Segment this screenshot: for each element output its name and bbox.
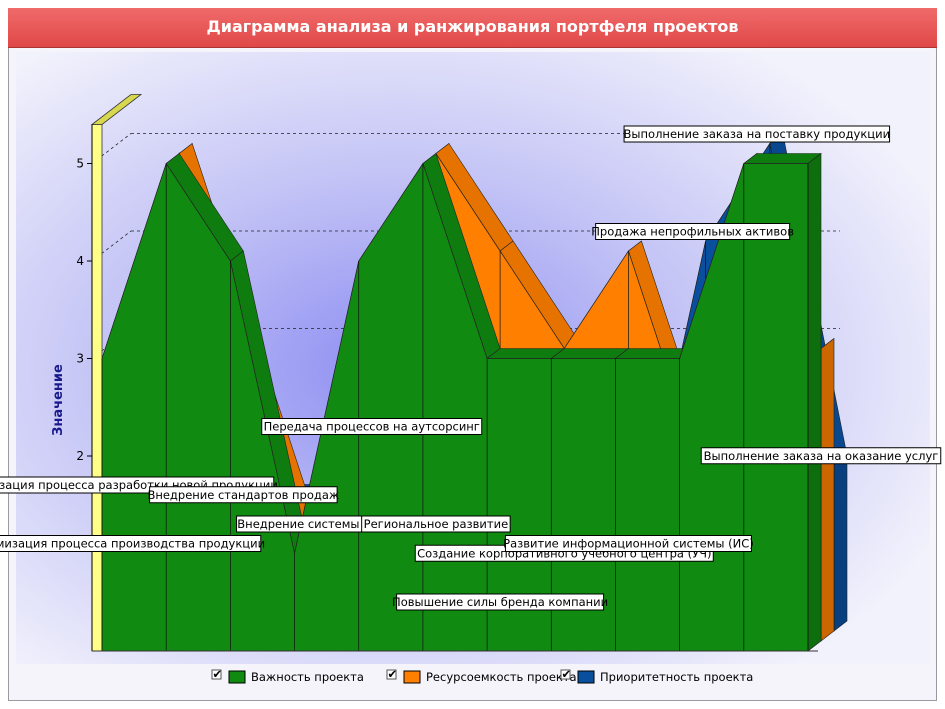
annotation-box <box>504 535 752 552</box>
y-axis: 2 3 4 5 Значение <box>51 157 92 463</box>
legend-checkbox[interactable] <box>386 669 397 680</box>
ribbon-segment <box>742 153 822 164</box>
series-end-cap <box>807 152 822 652</box>
annotation-9: Развитие информационной системы (ИС) <box>503 535 754 552</box>
legend-label: Приоритетность проекта <box>600 670 753 684</box>
legend-item-1[interactable]: ✔ Важность проекта <box>211 667 364 684</box>
y-tick-label: 3 <box>76 352 84 366</box>
annotation-label: Региональное развитие <box>364 517 509 531</box>
annotation-label: Повышение силы бренда компании <box>392 595 608 609</box>
wall-face <box>91 124 103 652</box>
legend-checkbox[interactable] <box>560 669 571 680</box>
annotation-3: Внедрение стандартов продаж <box>147 486 339 504</box>
series-layer <box>92 132 848 652</box>
checkmark-icon: ✔ <box>213 667 223 681</box>
annotation-label: Внедрение системы 5S <box>237 517 377 531</box>
y-tick-label: 5 <box>76 157 84 171</box>
annotation-label: Оптимизация процесса производства продук… <box>0 537 265 551</box>
legend: ✔ Важность проекта ✔ Ресурсоемкость проекта… <box>211 667 753 684</box>
annotation-5: Передача процессов на аутсорсинг <box>261 418 483 435</box>
annotation-box <box>595 223 791 240</box>
annotation-6: Региональное развитие <box>361 515 511 533</box>
checkmark-icon: ✔ <box>388 667 398 681</box>
series-end-cap <box>820 337 835 642</box>
series-end-cap <box>833 454 848 632</box>
annotation-4: Внедрение системы 5S <box>236 515 380 533</box>
legend-label: Важность проекта <box>251 670 364 684</box>
annotation-12: Выполнение заказа на оказание услуг <box>700 447 942 465</box>
annotation-11: Выполнение заказа на поставку продукции <box>623 125 891 143</box>
legend-item-3[interactable]: ✔ Приоритетность проекта <box>560 667 753 684</box>
y-tick-label: 2 <box>76 449 84 463</box>
legend-swatch <box>577 670 595 684</box>
annotation-label: Выполнение заказа на оказание услуг <box>704 449 939 463</box>
legend-checkbox[interactable] <box>211 669 222 680</box>
y-axis-label: Значение <box>51 364 66 436</box>
annotation-7: Повышение силы бренда компании <box>392 593 608 611</box>
annotation-box <box>361 515 511 533</box>
annotation-box <box>149 486 338 504</box>
legend-label: Ресурсоемкость проекта <box>426 670 577 684</box>
checkmark-icon: ✔ <box>562 667 572 681</box>
legend-swatch <box>228 670 246 684</box>
annotation-label: Продажа непрофильных активов <box>591 225 794 239</box>
chart-title: Диаграмма анализа и ранжирования портфел… <box>8 8 937 48</box>
wall-top <box>90 94 143 125</box>
left-wall <box>90 94 143 652</box>
annotation-layer: Оптимизация процесса производства продук… <box>0 125 942 611</box>
y-tick-label: 4 <box>76 254 84 268</box>
ribbon-segment <box>486 348 566 359</box>
legend-item-2[interactable]: ✔ Ресурсоемкость проекта <box>386 667 577 684</box>
annotation-box <box>700 447 942 465</box>
annotation-box <box>623 125 891 143</box>
annotation-box <box>0 535 262 552</box>
annotation-10: Продажа непрофильных активов <box>591 223 794 240</box>
annotation-box <box>261 418 483 435</box>
annotation-label: Внедрение стандартов продаж <box>147 488 339 502</box>
legend-swatch <box>403 670 421 684</box>
annotation-label: Передача процессов на аутсорсинг <box>264 420 480 434</box>
annotation-label: Выполнение заказа на поставку продукции <box>624 127 891 141</box>
annotation-box <box>396 593 605 611</box>
annotation-label: Развитие информационной системы (ИС) <box>503 537 754 551</box>
annotation-1: Оптимизация процесса производства продук… <box>0 535 265 552</box>
ribbon-segment <box>550 348 630 359</box>
